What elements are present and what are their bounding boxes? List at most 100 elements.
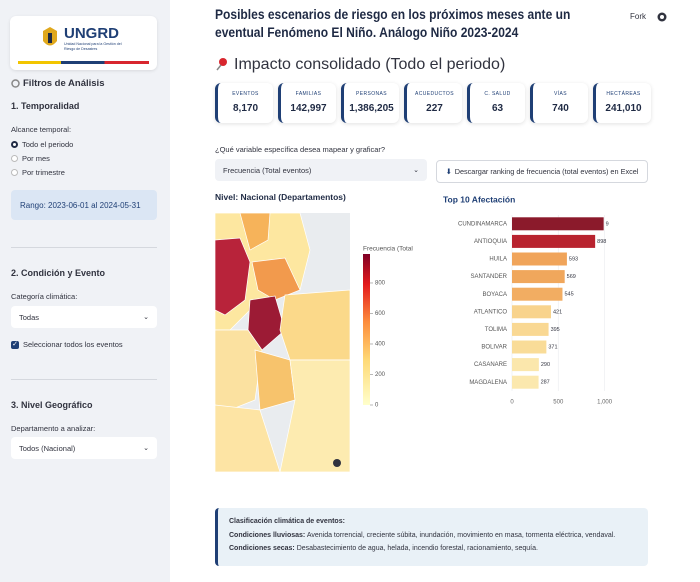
metric-label: FAMILIAS [295,91,322,97]
bar [512,234,596,248]
logo-stripe [18,61,149,64]
value-label: 593 [569,256,578,262]
colorbar-tick-label: 200 [375,372,386,378]
logo-icon [43,27,57,46]
note-item: Condiciones lluviosas: Avenida torrencia… [229,532,615,539]
metric-card: PERSONAS 1,386,205 [341,83,399,123]
button-label: Descargar ranking de frecuencia (total e… [454,167,639,176]
radio-label: Todo el periodo [22,140,74,149]
note-box: Clasificación climática de eventos: Cond… [215,508,648,566]
bar [512,358,539,372]
divider [11,247,157,248]
section-heading: Impacto consolidado (Todo el periodo) [234,56,506,73]
y-tick-label: CUNDINAMARCA [458,221,507,227]
radio-label: Por trimestre [22,168,65,177]
y-tick-label: SANTANDER [470,274,507,280]
value-label: 9 [606,221,609,227]
select-value: Frecuencia (Total eventos) [223,165,312,175]
value-label: 395 [551,327,560,333]
divider [11,379,157,380]
metric-value: 63 [491,103,504,114]
radio-option[interactable]: Por mes [11,154,50,163]
github-icon[interactable] [657,12,667,22]
bar [512,252,567,266]
note-text: Desabastecimiento de agua, helada, incen… [296,545,538,552]
checkbox[interactable]: ✓ Seleccionar todos los eventos [11,340,123,349]
info-text: Rango: 2023-06-01 al 2024-05-31 [20,200,141,210]
y-tick-label: TOLIMA [485,327,507,333]
metric-card: VÍAS 740 [530,83,588,123]
note-title: Clasificación climática de eventos: [229,518,345,525]
note-item: Condiciones secas: Desabastecimiento de … [229,545,538,552]
y-tick-label: ANTIOQUIA [474,239,507,245]
value-label: 290 [541,362,550,368]
radio-option[interactable]: Por trimestre [11,168,65,177]
map [215,213,350,472]
pin-icon [216,58,227,71]
y-tick-label: ATLANTICO [474,309,508,315]
colorbar [363,254,370,405]
note-text: Avenida torrencial, creciente súbita, in… [306,532,616,539]
select[interactable]: Todas ⌄ [11,306,157,328]
fork-link[interactable]: Fork [630,12,646,21]
value-label: 569 [567,274,576,280]
section-title: 3. Nivel Geográfico [11,400,93,410]
value-label: 898 [597,239,606,245]
metric-label: EVENTOS [232,91,259,97]
colorbar-tick-label: 0 [375,403,379,409]
download-button[interactable]: ⬇ Descargar ranking de frecuencia (total … [436,160,648,183]
x-tick-label: 0 [510,400,514,406]
select-value: Todos (Nacional) [19,443,76,453]
colorbar-tick-label: 600 [375,311,386,317]
metric-label: PERSONAS [356,91,387,97]
value-label: 287 [541,380,550,386]
metric-card: HECTÁREAS 241,010 [593,83,651,123]
y-tick-label: CASANARE [474,362,507,368]
gear-icon [11,79,20,88]
sidebar: UNGRD Unidad Nacional para la Gestión de… [0,0,170,582]
charts: Frecuencia (Total Top 10 Afectación 0 200… [215,194,613,472]
metric-label: ACUEDUCTOS [415,91,454,97]
logo-box: UNGRD Unidad Nacional para la Gestión de… [10,16,157,70]
select[interactable]: Frecuencia (Total eventos) ⌄ [215,159,427,181]
select-value: Todas [19,312,40,322]
bar [512,287,563,301]
logo-subtitle: Unidad Nacional para la Gestión del Ries… [64,42,122,51]
radio-option[interactable]: Todo el periodo [11,140,73,149]
y-tick-label: MAGDALENA [469,380,507,386]
section-title: 2. Condición y Evento [11,268,106,278]
page-title: Posibles escenarios de riesgo en los pró… [215,6,571,40]
bar [512,340,547,354]
metric-value: 740 [552,103,569,114]
x-tick-label: 1,000 [597,400,613,406]
value-label: 421 [553,309,562,315]
checkbox-label: Seleccionar todos los eventos [23,340,123,349]
metric-label: VÍAS [554,91,567,97]
metric-value: 8,170 [232,103,259,114]
select[interactable]: Todos (Nacional) ⌄ [11,437,157,459]
metric-card: ACUEDUCTOS 227 [404,83,462,123]
field-label: Categoría climática: [11,292,78,301]
map-title: Nivel: Nacional (Departamentos) [215,192,346,202]
metric-value: 142,997 [290,103,327,114]
radio-label: Por mes [22,154,50,163]
field-label: Departamento a analizar: [11,424,96,433]
metric-card: C. SALUD 63 [467,83,525,123]
colorbar-title: Frecuencia (Total [363,246,413,253]
logo-title: UNGRD [64,25,119,42]
note-label: Condiciones secas: [229,545,295,552]
bar [512,305,551,319]
sidebar-heading: Filtros de Análisis [23,78,105,89]
bar [512,375,539,389]
metric-card: FAMILIAS 142,997 [278,83,336,123]
metric-card: EVENTOS 8,170 [215,83,273,123]
y-tick-label: BOLIVAR [481,345,507,351]
bar [512,217,604,231]
info-box: Rango: 2023-06-01 al 2024-05-31 [11,190,157,220]
metric-value: 1,386,205 [349,103,394,114]
y-tick-label: BOYACA [482,292,507,298]
y-tick-label: HUILA [489,257,507,263]
chart-title: Top 10 Afectación [443,194,515,204]
info-icon[interactable] [333,459,341,467]
